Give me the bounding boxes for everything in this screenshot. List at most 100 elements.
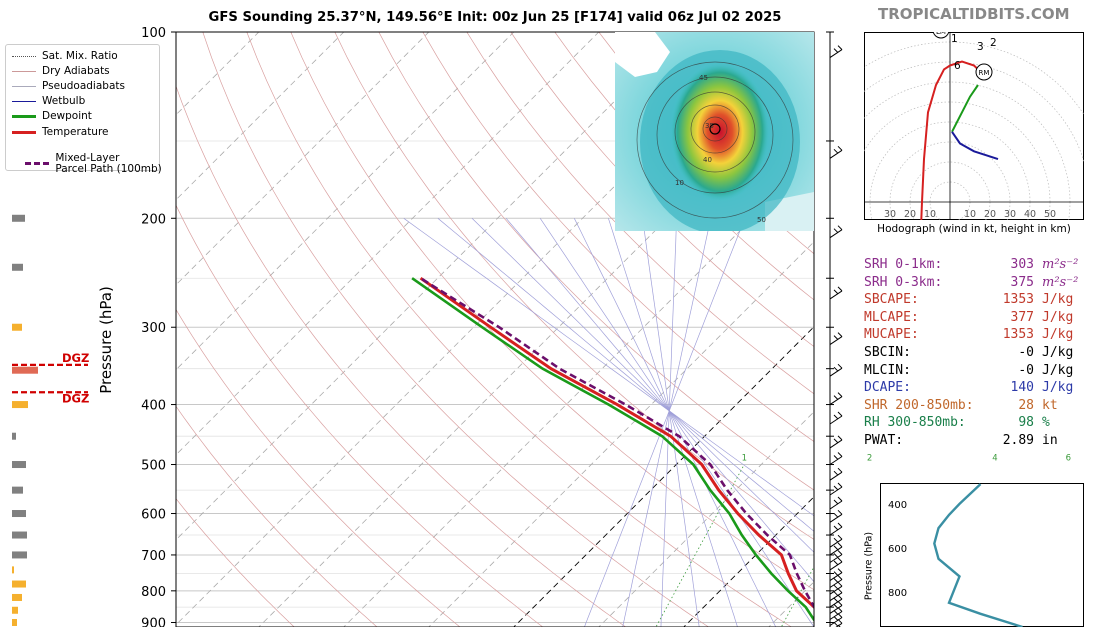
wind-barb <box>829 550 843 563</box>
mixing-ratio-label: 4 <box>992 454 997 464</box>
isotherm-line <box>513 326 814 627</box>
isotherm-line <box>176 32 770 626</box>
inset-map: 45 35 40 10 50 <box>615 32 814 231</box>
rh-profile-line <box>933 483 1023 627</box>
dry-adiabat <box>202 32 710 627</box>
hodograph-trace <box>951 131 999 161</box>
wind-barb <box>829 392 843 406</box>
pseudoadiabat <box>573 218 777 627</box>
legend-entry-wetbulb: Wetbulb <box>12 95 85 107</box>
svg-text:LM: LM <box>936 32 946 36</box>
level-bar <box>12 510 26 518</box>
level-bar <box>12 551 27 559</box>
index-unit: J/kg <box>1042 292 1074 308</box>
mixing-ratio-labels: 1246810131620243036 <box>742 454 1071 464</box>
isotherm-line <box>343 156 814 627</box>
wind-barb <box>829 588 843 602</box>
legend-entry-dewpoint: Dewpoint <box>12 110 92 122</box>
legend-entry-sat-mix: Sat. Mix. Ratio <box>12 50 118 62</box>
skewt-axes: 100 200 300 400 500 600 700 800 900 <box>141 26 815 627</box>
index-row: MLCAPE: 377 J/kg <box>864 309 1078 327</box>
index-row: SBCIN: -0 J/kg <box>864 344 1078 362</box>
pseudoadiabat <box>660 218 677 627</box>
wind-barb <box>829 435 843 449</box>
hodograph-height-label: 1 <box>951 33 958 45</box>
hodograph-tick-label: 20 <box>904 209 916 220</box>
wind-barb <box>837 624 841 627</box>
index-row: DCAPE: 140 J/kg <box>864 379 1078 397</box>
index-unit: kt <box>1042 397 1058 413</box>
level-bar <box>12 401 28 409</box>
index-label: MLCIN: <box>864 362 911 378</box>
y-tick-label: 900 <box>141 616 166 627</box>
indices-panel: SRH 0-1km: 303 m²s⁻² SRH 0-3km: 375 m²s⁻² SBCA… <box>864 256 1078 450</box>
site-watermark: TROPICALTIDBITS.COM <box>878 5 1070 23</box>
y-tick-label: 100 <box>141 26 166 41</box>
pseudoadiabat <box>437 218 814 532</box>
wind-barb <box>829 575 843 588</box>
y-tick-label: 200 <box>141 212 166 227</box>
dry-adiabat <box>378 32 814 491</box>
index-value: -0 <box>1018 362 1034 378</box>
level-bar <box>12 580 26 588</box>
dry-adiabat <box>176 405 378 627</box>
wind-barb <box>833 618 843 627</box>
index-label: RH 300-850mb: <box>864 415 966 431</box>
isotherm-line <box>258 71 814 627</box>
dry-adiabat <box>466 32 814 395</box>
index-value: -0 <box>1018 344 1034 360</box>
level-bar <box>12 593 22 601</box>
hodograph: 30 20 10 10 20 30 40 50 LM RM 1 23 6 <box>864 32 1084 220</box>
pseudoadiabat <box>608 218 738 627</box>
level-bar <box>12 323 22 331</box>
index-unit: m²s⁻² <box>1042 257 1079 272</box>
index-label: SRH 0-1km: <box>864 257 943 272</box>
isobar-contours <box>636 61 794 219</box>
index-value: 28 <box>1018 397 1034 413</box>
contour-label: 35 <box>705 122 714 130</box>
isotherm-line <box>598 411 814 627</box>
index-unit: J/kg <box>1042 327 1074 343</box>
series-line-mixed-layer-parcel-path-mb- <box>419 277 814 610</box>
legend-label: Dewpoint <box>42 110 92 122</box>
index-value: 98 <box>1018 415 1034 431</box>
index-value: 375 <box>1010 274 1034 290</box>
legend-entry-dry-adiabats: Dry Adiabats <box>12 65 110 77</box>
rh-tick-label: 600 <box>888 544 907 555</box>
level-bar <box>12 432 16 440</box>
index-label: MUCAPE: <box>864 327 919 343</box>
dry-adiabat <box>510 32 814 348</box>
pseudoadiabat <box>642 218 700 627</box>
legend-label: Temperature <box>42 126 109 138</box>
skewt-grid <box>176 32 1100 627</box>
plot-frame <box>175 31 815 627</box>
legend-label: Wetbulb <box>42 95 86 107</box>
rh-tick-label: 400 <box>888 500 907 511</box>
mixing-ratio-label: 2 <box>867 454 872 464</box>
hodograph-tick-label: 30 <box>884 209 896 220</box>
pseudoadiabat <box>584 218 746 627</box>
wind-barb <box>829 467 843 481</box>
dry-adiabat <box>176 204 544 627</box>
legend: Sat. Mix. Ratio Dry Adiabats Pseudoadiab… <box>5 44 162 175</box>
pseudoadiabat <box>471 218 814 553</box>
hodograph-tick-label: 40 <box>1024 209 1036 220</box>
dry-adiabat <box>176 308 461 627</box>
pseudoadiabat <box>505 218 814 583</box>
legend-entry-pseudoadiabats: Pseudoadiabats <box>12 80 125 92</box>
wind-barb <box>829 601 843 614</box>
wind-barb <box>829 568 843 582</box>
wind-barb <box>829 145 843 159</box>
hodograph-tick-label: 10 <box>924 209 936 220</box>
wind-barb <box>829 534 843 548</box>
isotherm-line <box>1085 32 1100 627</box>
index-label: PWAT: <box>864 432 904 448</box>
index-value: 2.89 <box>1002 432 1034 448</box>
index-row: SBCAPE: 1353 J/kg <box>864 291 1078 309</box>
wind-barb <box>829 522 843 536</box>
wind-barb <box>829 607 843 620</box>
index-unit: m²s⁻² <box>1042 274 1079 290</box>
wind-barb <box>829 363 843 377</box>
chart-title: GFS Sounding 25.37°N, 149.56°E Init: 00z… <box>208 10 782 25</box>
wind-barbs <box>826 31 843 627</box>
